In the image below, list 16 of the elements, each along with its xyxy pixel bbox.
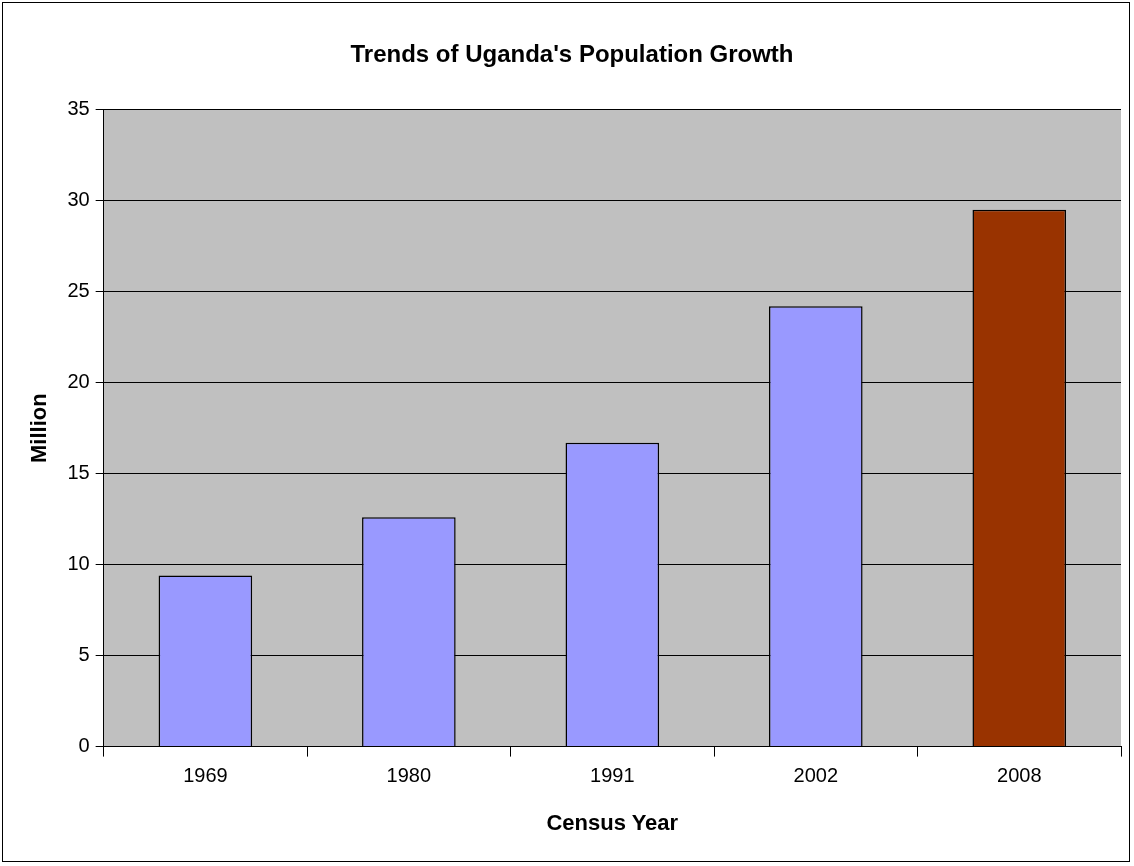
y-tick-label: 25	[67, 279, 90, 302]
y-tick-label: 10	[67, 552, 90, 575]
x-tick-label: 2008	[997, 764, 1042, 787]
y-tick-label: 35	[67, 97, 90, 120]
y-tick-label: 5	[78, 643, 90, 666]
x-tick-label: 2002	[793, 764, 839, 787]
chart-title: Trends of Uganda's Population Growth	[350, 40, 794, 68]
x-tick-label: 1991	[590, 764, 635, 787]
x-tick-label: 1969	[183, 764, 228, 787]
x-tick-label: 1980	[386, 764, 432, 787]
y-tick-label: 20	[67, 370, 90, 393]
x-axis-title: Census Year	[546, 809, 679, 835]
y-tick-label: 15	[67, 461, 90, 484]
y-tick-label: 0	[78, 734, 90, 757]
y-tick-label: 30	[67, 188, 90, 211]
y-axis-title: Million	[26, 393, 52, 464]
